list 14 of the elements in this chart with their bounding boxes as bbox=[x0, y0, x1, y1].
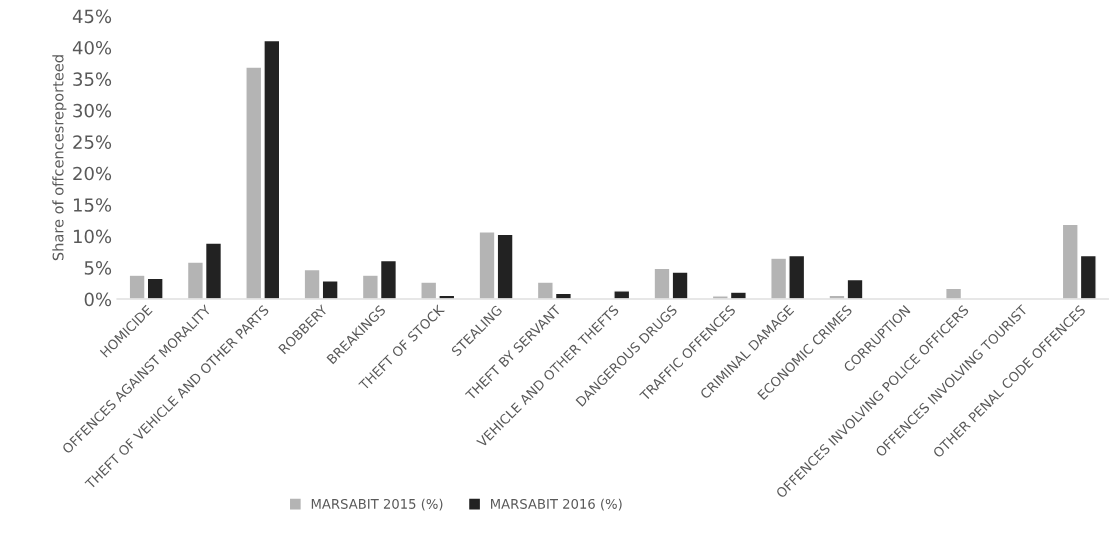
y-tick-label: 20% bbox=[73, 166, 112, 181]
y-tick-label: 0% bbox=[84, 292, 112, 307]
y-tick-label: 30% bbox=[73, 103, 112, 118]
y-tick-label: 25% bbox=[73, 135, 112, 149]
y-tick-label: 45% bbox=[72, 9, 112, 24]
y-tick-label: 40% bbox=[72, 40, 112, 55]
bar bbox=[613, 290, 631, 300]
y-tick-label: 5% bbox=[84, 261, 112, 275]
legend-label: MARSABIT 2016 (%) bbox=[491, 498, 622, 511]
y-tick-label: 35% bbox=[73, 72, 112, 87]
legend-label: MARSABIT 2015 (%) bbox=[311, 498, 443, 511]
y-tick-label: 15% bbox=[73, 198, 112, 212]
y-tick-label: 10% bbox=[73, 229, 112, 244]
y-axis-title: Share of offcencesreporteed bbox=[52, 55, 67, 261]
